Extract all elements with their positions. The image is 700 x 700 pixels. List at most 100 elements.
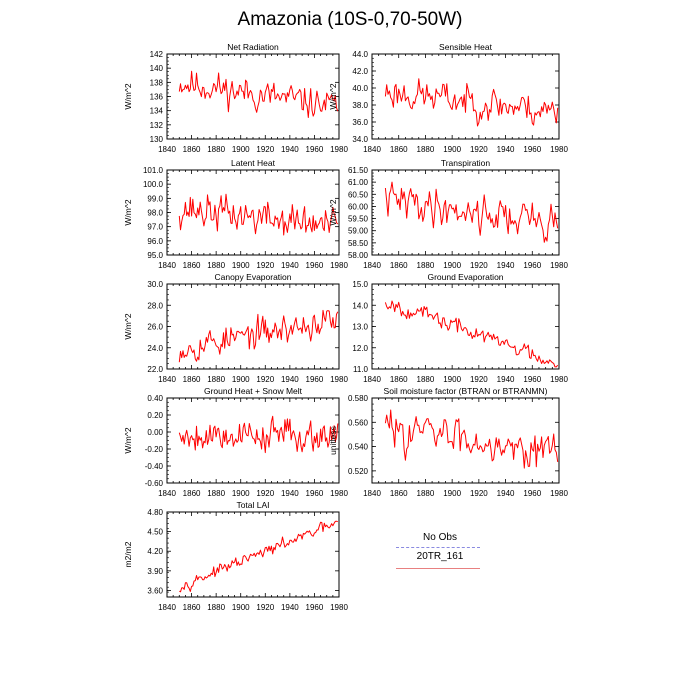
y-tick-label: 34.0 xyxy=(352,135,368,144)
x-tick-label: 1860 xyxy=(183,375,201,384)
x-tick-label: 1960 xyxy=(306,261,324,270)
y-tick-label: 99.0 xyxy=(147,194,163,203)
chart-panel-4: 1840 1860 1880 1900 1920 1940 1960 198058.0058.… xyxy=(328,158,568,270)
y-tick-label: 0.580 xyxy=(348,394,369,403)
series-line xyxy=(384,300,559,368)
x-tick-label: 1920 xyxy=(256,375,274,384)
y-tick-label: 40.0 xyxy=(352,84,368,93)
y-tick-label: 130 xyxy=(150,135,164,144)
y-tick-label: 100.0 xyxy=(143,180,164,189)
x-tick-label: 1900 xyxy=(232,145,250,154)
x-tick-label: 1980 xyxy=(330,489,348,498)
plot-frame xyxy=(371,169,560,256)
series-line xyxy=(178,415,339,454)
x-tick-label: 1960 xyxy=(306,375,324,384)
chart-title: Latent Heat xyxy=(231,158,276,168)
legend-model-label: 20TR_161 xyxy=(416,551,464,562)
y-tick-label: -0.60 xyxy=(145,479,164,488)
chart-panel-5: 1840 1860 1880 1900 1920 1940 1960 1980 22.0 24.0… xyxy=(123,272,348,384)
series-line xyxy=(178,193,339,236)
y-axis-label: m2/m2 xyxy=(123,541,133,567)
x-tick-label: 1860 xyxy=(183,603,201,612)
y-tick-label: 28.0 xyxy=(147,301,163,310)
y-tick-label: 0.40 xyxy=(147,394,163,403)
x-tick-label: 1880 xyxy=(207,145,225,154)
x-tick-label: 1940 xyxy=(497,261,515,270)
x-tick-label: 1920 xyxy=(470,489,488,498)
x-tick-label: 1880 xyxy=(417,145,435,154)
x-tick-label: 1840 xyxy=(363,261,381,270)
y-axis-label: unitless xyxy=(328,426,338,455)
page-title: Amazonia (10S-0,70-50W) xyxy=(237,9,463,30)
x-tick-label: 1860 xyxy=(390,375,408,384)
chart-title: Total LAI xyxy=(236,500,269,510)
y-tick-label: 3.90 xyxy=(147,567,163,576)
x-tick-label: 1840 xyxy=(158,603,176,612)
x-tick-label: 1940 xyxy=(281,261,299,270)
x-tick-label: 1840 xyxy=(158,145,176,154)
y-axis-label: W/m^2 xyxy=(328,83,338,109)
y-tick-label: 42.0 xyxy=(352,67,368,76)
legend-obs-label: No Obs xyxy=(423,532,457,543)
x-tick-label: 1960 xyxy=(523,145,541,154)
series-line xyxy=(384,409,559,469)
x-tick-label: 1960 xyxy=(306,489,324,498)
chart-title: Canopy Evaporation xyxy=(214,272,291,282)
y-tick-label: 12.0 xyxy=(352,344,368,353)
y-tick-label: 138 xyxy=(150,78,164,87)
x-tick-label: 1920 xyxy=(256,261,274,270)
x-tick-label: 1940 xyxy=(497,145,515,154)
x-tick-label: 1940 xyxy=(497,375,515,384)
y-tick-label: 26.0 xyxy=(147,323,163,332)
y-tick-label: 59.00 xyxy=(348,227,369,236)
x-tick-label: 1880 xyxy=(417,261,435,270)
y-tick-label: 58.50 xyxy=(348,239,369,248)
x-tick-label: 1960 xyxy=(523,375,541,384)
y-tick-label: 0.520 xyxy=(348,467,369,476)
x-tick-label: 1980 xyxy=(550,261,568,270)
x-tick-label: 1920 xyxy=(470,375,488,384)
x-tick-label: 1980 xyxy=(330,603,348,612)
x-tick-label: 1980 xyxy=(330,261,348,270)
plot-frame xyxy=(166,283,340,370)
legend-obs-line xyxy=(396,547,480,548)
y-tick-label: 14.0 xyxy=(352,301,368,310)
chart-panel-2: 1840 1860 1880 1900 1920 1940 1960 1980 34.0 36.0… xyxy=(328,42,568,154)
x-tick-label: 1980 xyxy=(330,375,348,384)
x-tick-label: 1840 xyxy=(363,375,381,384)
y-axis-label: W/m^2 xyxy=(123,427,133,453)
chart-panel-7: 1840 1860 1880 1900 1920 1940 1960 1980 -0.60 -0.… xyxy=(123,386,348,498)
y-tick-label: 44.0 xyxy=(352,50,368,59)
x-tick-label: 1960 xyxy=(523,489,541,498)
y-tick-label: 4.80 xyxy=(147,508,163,517)
y-tick-label: 132 xyxy=(150,121,164,130)
y-tick-label: 4.50 xyxy=(147,528,163,537)
y-tick-label: 140 xyxy=(150,64,164,73)
y-axis-label: W/m^2 xyxy=(123,83,133,109)
y-tick-label: 22.0 xyxy=(147,365,163,374)
x-tick-label: 1920 xyxy=(470,145,488,154)
series-line xyxy=(178,309,339,363)
y-tick-label: 142 xyxy=(150,50,164,59)
y-tick-label: 3.60 xyxy=(147,586,163,595)
series-line xyxy=(178,70,339,118)
x-tick-label: 1900 xyxy=(232,489,250,498)
x-tick-label: 1900 xyxy=(232,375,250,384)
y-tick-label: 59.50 xyxy=(348,215,369,224)
x-tick-label: 1880 xyxy=(207,603,225,612)
y-tick-label: 0.540 xyxy=(348,443,369,452)
x-tick-label: 1860 xyxy=(183,261,201,270)
y-tick-label: 15.0 xyxy=(352,280,368,289)
x-tick-label: 1900 xyxy=(443,145,461,154)
x-tick-label: 1840 xyxy=(363,145,381,154)
x-tick-label: 1960 xyxy=(306,603,324,612)
x-tick-label: 1900 xyxy=(443,261,461,270)
x-tick-label: 1920 xyxy=(256,489,274,498)
y-tick-label: 4.20 xyxy=(147,547,163,556)
chart-panel-6: 1840 1860 1880 1900 1920 1940 1960 1980 11.0 12.0… xyxy=(352,272,568,384)
y-tick-label: 97.0 xyxy=(147,223,163,232)
y-tick-label: 13.0 xyxy=(352,323,368,332)
x-tick-label: 1860 xyxy=(390,145,408,154)
chart-title: Sensible Heat xyxy=(439,42,493,52)
